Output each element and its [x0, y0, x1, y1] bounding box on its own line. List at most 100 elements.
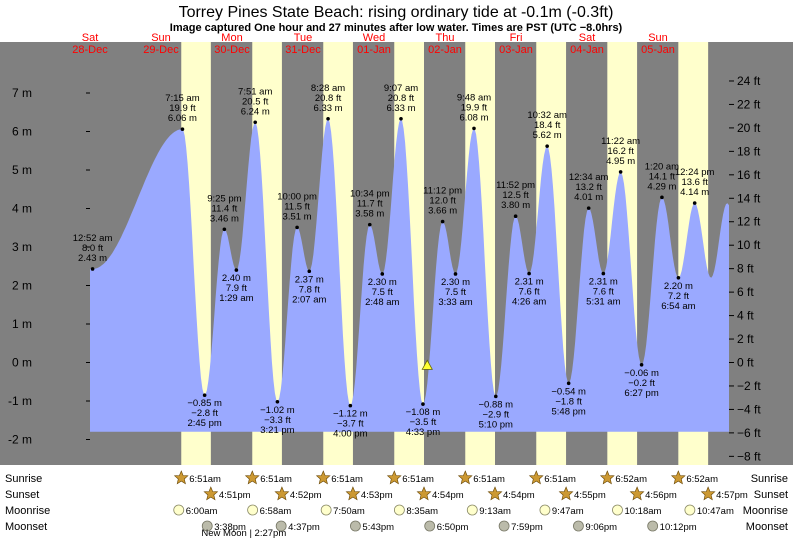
sunset-time: 4:54pm — [503, 490, 535, 501]
moonrise-time: 7:50am — [333, 506, 365, 517]
sunrise-icon — [173, 470, 189, 485]
tide-extreme-dot — [399, 116, 403, 121]
tide-time-label: 7:15 am — [165, 93, 199, 104]
row-label-left: Sunrise — [5, 473, 42, 485]
day-date-label: 02-Jan — [428, 44, 462, 56]
sunset-icon — [203, 486, 219, 501]
moonset-icon — [424, 520, 436, 532]
tide-time-label: 2:07 am — [292, 294, 326, 305]
day-date-label: 03-Jan — [499, 44, 533, 56]
y-tick-label-ft: 0 ft — [737, 356, 754, 370]
sunrise-time: 6:51am — [402, 474, 434, 485]
moonrise-time: 9:13am — [479, 506, 511, 517]
tide-ft-label: 11.5 ft — [284, 201, 310, 212]
moonrise-icon — [612, 504, 623, 516]
tide-m-label: 6.33 m — [386, 103, 415, 114]
tide-extreme-dot — [307, 269, 312, 274]
tide-extreme-dot — [676, 276, 681, 280]
tide-extreme-dot — [586, 206, 591, 210]
tide-extreme-dot — [380, 272, 385, 276]
tide-m-label: 4.01 m — [574, 192, 603, 203]
sunset-time: 4:57pm — [716, 490, 748, 501]
tide-extreme-dot — [326, 116, 330, 121]
tide-ft-label: 19.9 ft — [169, 103, 196, 114]
moonset-icon — [498, 520, 510, 532]
moonrise-icon — [320, 504, 332, 516]
day-date-label: 30-Dec — [214, 44, 250, 56]
moonrise-icon — [466, 504, 478, 516]
sunrise-time: 6:51am — [189, 474, 221, 485]
y-tick-label-ft: 20 ft — [737, 121, 761, 135]
tide-m-label: 2.37 m — [295, 274, 324, 285]
tide-m-label: 2.40 m — [222, 273, 251, 284]
y-tick-label-ft: 12 ft — [737, 215, 761, 229]
tide-time-label: 1:29 am — [219, 293, 253, 304]
day-name-label: Sat — [579, 32, 596, 44]
tide-ft-label: 7.6 ft — [593, 287, 614, 298]
tide-m-label: 4.14 m — [680, 187, 709, 198]
tide-m-label: −1.02 m — [260, 405, 295, 416]
tide-m-label: 2.31 m — [515, 277, 544, 288]
tide-ft-label: 8.0 ft — [82, 243, 103, 254]
tide-extreme-dot — [527, 271, 531, 276]
day-name-label: Sat — [82, 32, 99, 44]
tide-time-label: 3:33 am — [438, 297, 472, 308]
tide-m-label: −0.85 m — [187, 398, 222, 409]
tide-time-label: 9:07 am — [384, 83, 418, 94]
tide-m-label: −1.12 m — [333, 409, 368, 420]
tide-extreme-dot — [601, 271, 606, 276]
tide-m-label: 3.80 m — [501, 200, 530, 211]
sunset-icon — [700, 486, 716, 501]
y-tick-label-ft: 18 ft — [737, 144, 761, 158]
tide-ft-label: 20.8 ft — [388, 93, 415, 104]
moonset-time: 9:06pm — [585, 522, 617, 533]
y-tick-label-ft: 6 ft — [737, 285, 754, 299]
tide-extreme-dot — [513, 214, 518, 218]
row-label-right: Sunset — [754, 489, 788, 501]
tide-time-label: 5:10 pm — [479, 419, 513, 430]
tide-time-label: 4:33 pm — [406, 427, 440, 438]
sunset-icon — [487, 486, 503, 501]
day-name-label: Fri — [510, 32, 523, 44]
sunrise-time: 6:52am — [615, 474, 647, 485]
sunrise-icon — [670, 470, 686, 485]
y-tick-label-m: 0 m — [12, 356, 32, 370]
tide-ft-label: −2.9 ft — [482, 409, 509, 420]
tide-area-path — [90, 118, 729, 432]
sunset-time: 4:52pm — [290, 490, 322, 501]
moonrise-time: 6:00am — [186, 506, 218, 517]
current-tide-marker — [421, 359, 433, 370]
sunset-time: 4:55pm — [574, 490, 606, 501]
tide-m-label: 2.30 m — [441, 277, 470, 288]
tide-extreme-dot — [295, 225, 299, 230]
sun-moon-rows: Sunrise Sunrise Sunset Sunset Moonrise Moonri… — [5, 470, 788, 539]
day-labels: Sat28-DecSun29-DecMon30-DecTue31-DecWed0… — [72, 32, 675, 56]
y-tick-label-ft: 16 ft — [737, 168, 761, 182]
tide-ft-label: 13.6 ft — [681, 177, 708, 188]
tide-extreme-dot — [440, 219, 445, 224]
y-tick-label-ft: 24 ft — [737, 74, 761, 88]
tide-ft-label: −3.5 ft — [410, 417, 437, 428]
tide-extreme-dot — [545, 144, 549, 148]
y-tick-label-m: 1 m — [12, 317, 32, 331]
chart-title: Torrey Pines State Beach: rising ordinar… — [179, 4, 614, 21]
tide-time-label: 3:21 pm — [260, 425, 294, 436]
moon-phase-label: New Moon | 2:27pm — [201, 528, 286, 539]
tide-m-label: 2.30 m — [368, 277, 397, 288]
tide-ft-label: 20.5 ft — [242, 96, 269, 107]
sunrise-icon — [457, 470, 473, 485]
tide-m-label: 2.20 m — [664, 281, 693, 292]
tide-m-label: 6.06 m — [168, 113, 197, 124]
tide-extreme-dot — [618, 170, 623, 174]
tide-ft-label: 20.8 ft — [315, 93, 342, 104]
tide-extreme-dot — [222, 227, 227, 232]
day-date-label: 29-Dec — [143, 44, 179, 56]
sunset-icon — [274, 486, 290, 501]
tide-ft-label: 19.9 ft — [461, 102, 488, 113]
tide-extreme-dot — [253, 120, 258, 125]
moonset-icon — [647, 520, 659, 532]
moonset-time: 5:43pm — [362, 522, 394, 533]
y-tick-label-ft: 2 ft — [737, 332, 754, 346]
